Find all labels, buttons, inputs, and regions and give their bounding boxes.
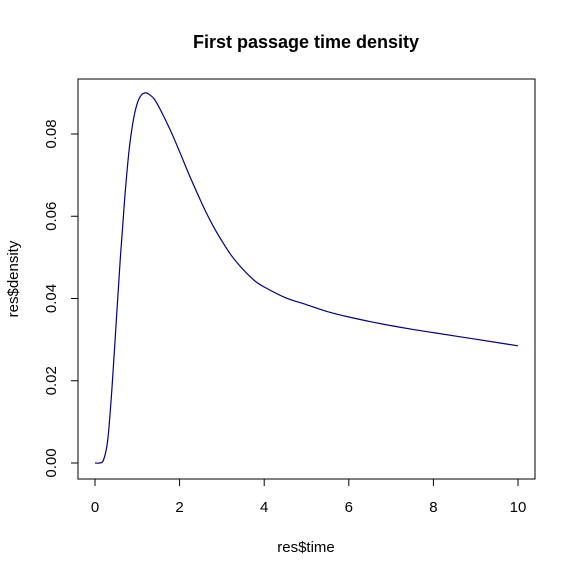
x-tick-label: 8 xyxy=(429,499,437,516)
y-axis-label: res$density xyxy=(5,240,22,317)
x-tick-label: 6 xyxy=(345,499,353,516)
y-tick-label: 0.08 xyxy=(43,119,60,148)
x-axis-label: res$time xyxy=(277,539,335,556)
x-tick-label: 4 xyxy=(260,499,268,516)
y-tick-label: 0.00 xyxy=(43,448,60,477)
y-tick-label: 0.02 xyxy=(43,366,60,395)
x-axis: 0 2 4 6 8 10 xyxy=(91,478,527,516)
plot-frame xyxy=(77,78,536,480)
y-tick-label: 0.06 xyxy=(43,202,60,231)
y-tick-label: 0.04 xyxy=(43,284,60,313)
y-axis: 0.00 0.02 0.04 0.06 0.08 xyxy=(43,119,79,478)
x-tick-label: 0 xyxy=(91,499,99,516)
x-tick-label: 2 xyxy=(175,499,183,516)
chart-title: First passage time density xyxy=(193,32,419,52)
x-tick-label: 10 xyxy=(510,499,527,516)
density-line xyxy=(94,92,519,464)
